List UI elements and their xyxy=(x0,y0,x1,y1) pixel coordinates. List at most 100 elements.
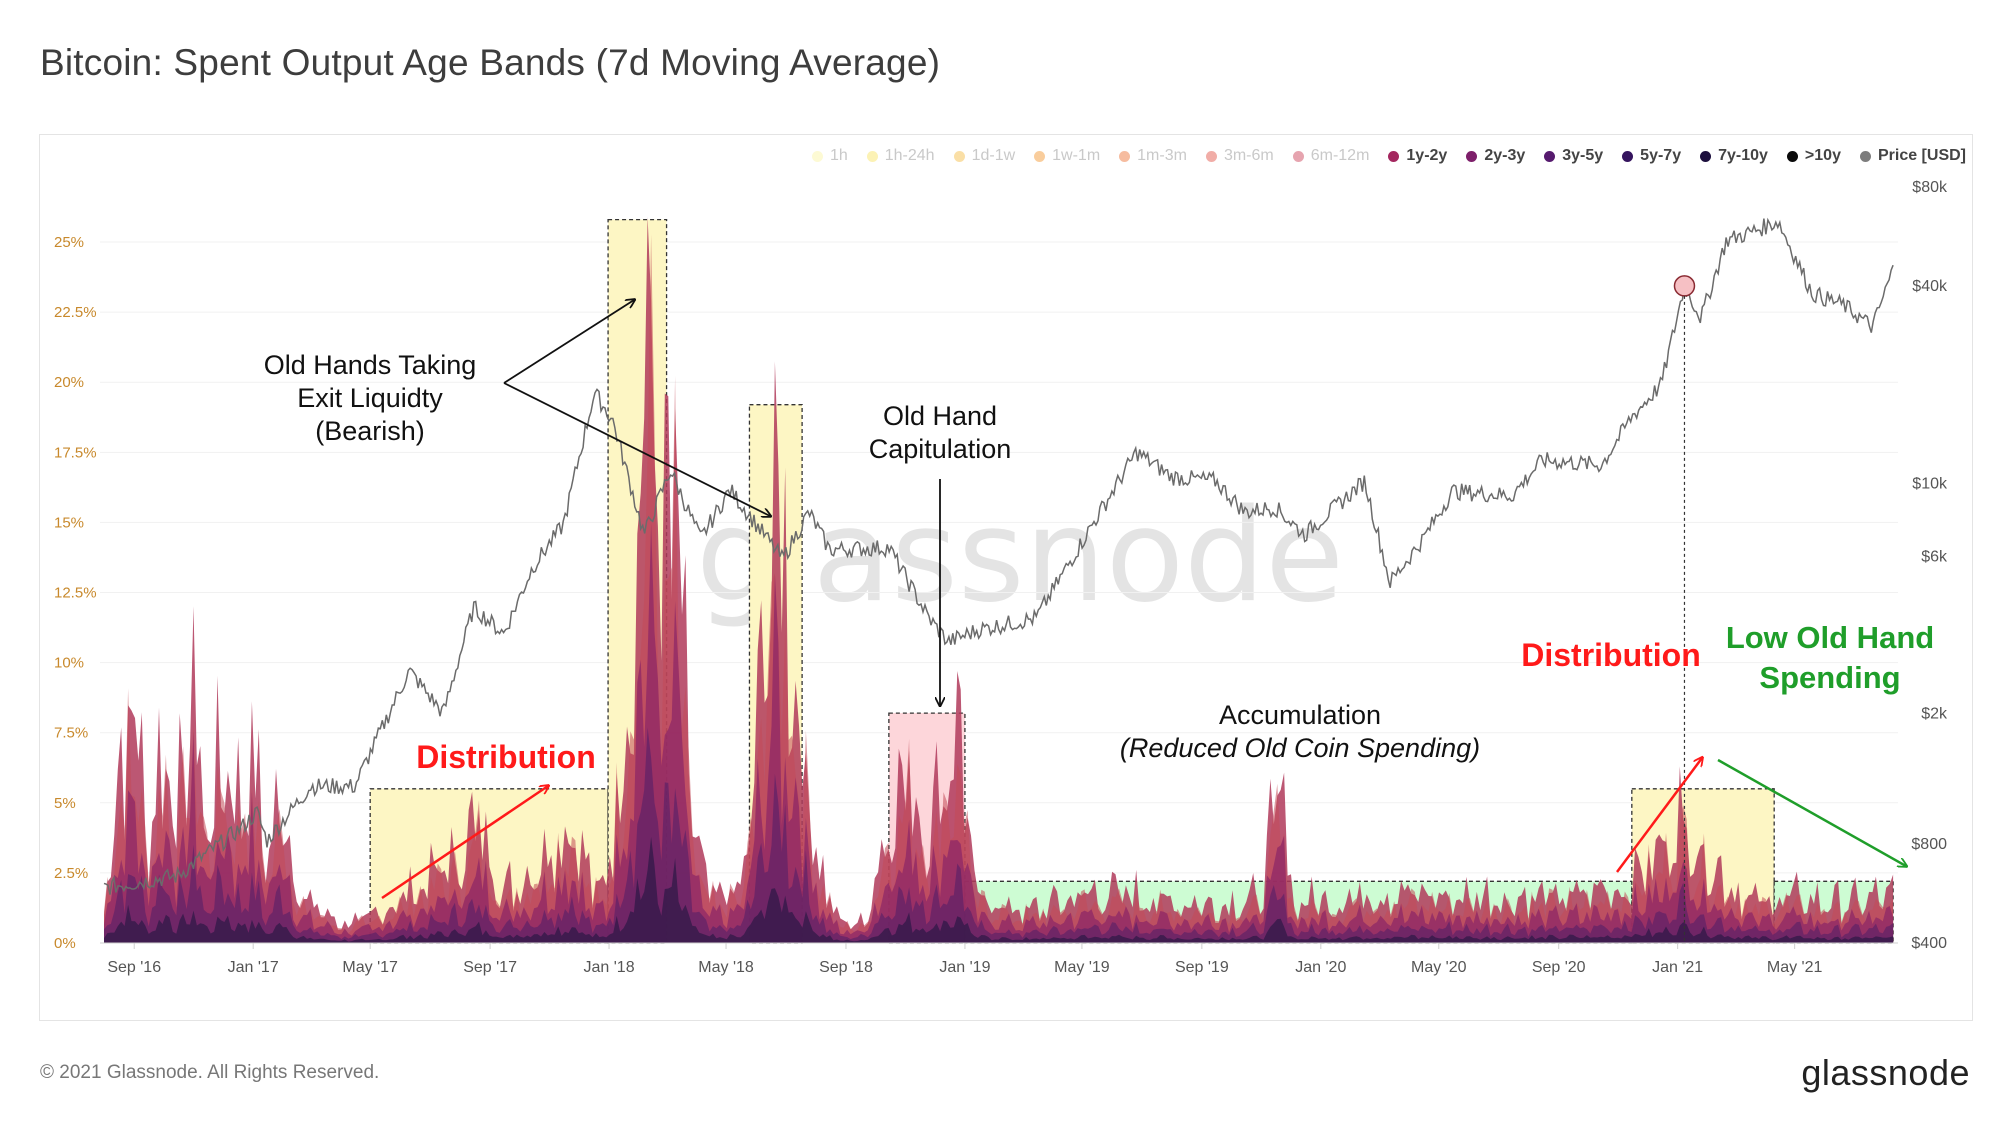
legend-label: 1m-3m xyxy=(1137,147,1187,164)
legend-label: 7y-10y xyxy=(1718,147,1768,164)
legend-label: 3y-5y xyxy=(1562,147,1604,164)
legend-dot-icon xyxy=(811,150,823,162)
x-tick-label: Jan '21 xyxy=(1652,959,1703,976)
annotation-accumulation-sub: (Reduced Old Coin Spending) xyxy=(1120,733,1480,763)
legend-dot-icon xyxy=(1292,150,1304,162)
legend-dot-icon xyxy=(1700,150,1712,162)
legend-item[interactable]: Price [USD] xyxy=(1859,147,1966,165)
legend-dot-icon xyxy=(1388,150,1400,162)
x-tick-label: May '18 xyxy=(698,959,754,976)
y-tick-label: 15% xyxy=(54,514,84,531)
annotation-distribution-2017: Distribution xyxy=(416,739,596,775)
legend-item[interactable]: 1y-2y xyxy=(1388,147,1447,165)
legend-item[interactable]: 1h xyxy=(811,147,848,165)
price-marker xyxy=(1673,275,1696,297)
arrow-old-hands-1 xyxy=(503,300,634,384)
y-tick-label: 25% xyxy=(54,234,84,251)
arrow-low-spending xyxy=(1717,758,1906,866)
y-tick-label: 20% xyxy=(54,374,84,391)
annotation-accumulation: Accumulation xyxy=(1219,700,1381,730)
annotation-old-hands: (Bearish) xyxy=(315,416,425,446)
y2-tick-label: $40k xyxy=(1912,278,1948,295)
legend-dot-icon xyxy=(1544,150,1556,162)
y-tick-label: 17.5% xyxy=(54,444,97,461)
y-tick-label: 2.5% xyxy=(54,865,88,882)
legend-item[interactable]: 1m-3m xyxy=(1119,147,1187,165)
annotation-capitulation: Capitulation xyxy=(869,434,1012,464)
chart-frame xyxy=(39,134,1973,1021)
watermark: glassnode xyxy=(696,482,1344,631)
x-tick-label: Jan '17 xyxy=(228,959,279,976)
x-tick-label: Sep '17 xyxy=(463,959,517,976)
annotation-low-spending: Low Old Hand xyxy=(1726,620,1934,655)
y-tick-label: 7.5% xyxy=(54,725,88,742)
legend-label: 1h-24h xyxy=(884,147,935,164)
old-spend-area xyxy=(104,216,1894,944)
area-layer xyxy=(104,234,1894,943)
legend-item[interactable]: 6m-12m xyxy=(1292,147,1370,165)
x-tick-label: May '20 xyxy=(1411,959,1467,976)
legend-label: 3m-6m xyxy=(1223,147,1274,164)
area-layer xyxy=(104,523,1894,943)
annotation-distribution-2021: Distribution xyxy=(1521,637,1701,673)
legend-item[interactable]: 3m-6m xyxy=(1205,147,1274,165)
legend-label: 2y-3y xyxy=(1484,147,1526,164)
annotation-old-hands: Old Hands Taking xyxy=(264,350,477,380)
legend-dot-icon xyxy=(1859,150,1871,162)
x-tick-label: Sep '18 xyxy=(819,959,873,976)
legend-label: 6m-12m xyxy=(1310,147,1370,164)
axes: 0% 2.5% 5% 7.5% 10% 12.5% 15% 17.5% 20% 22.5% 25% $… xyxy=(54,179,1948,976)
y2-tick-label: $800 xyxy=(1911,836,1947,853)
price-line xyxy=(103,217,1894,943)
x-tick-label: May '19 xyxy=(1054,959,1110,976)
legend-label: 1h xyxy=(829,147,848,164)
legend-dot-icon xyxy=(1205,150,1217,162)
x-tick-label: May '21 xyxy=(1767,959,1823,976)
legend-label: 5y-7y xyxy=(1640,147,1682,164)
legend-item[interactable]: 2y-3y xyxy=(1466,147,1525,165)
legend-dot-icon xyxy=(866,150,878,162)
y2-tick-label: $6k xyxy=(1921,549,1948,566)
chart-legend: 1h 1h-24h 1d-1w 1w-1m 1m-3m 3m-6m 6m-12m 1y-2y 2… xyxy=(793,147,1966,165)
legend-label: 1y-2y xyxy=(1406,147,1448,164)
arrow-distribution-2017 xyxy=(381,786,548,900)
y-tick-label: 5% xyxy=(54,795,76,812)
footer-copyright: © 2021 Glassnode. All Rights Reserved. xyxy=(40,1062,380,1083)
legend-item[interactable]: 1d-1w xyxy=(953,147,1016,165)
legend-item[interactable]: 1w-1m xyxy=(1034,147,1100,165)
legend-label: 1d-1w xyxy=(971,147,1016,164)
legend-dot-icon xyxy=(1119,150,1131,162)
y2-tick-label: $10k xyxy=(1912,476,1948,493)
legend-item[interactable]: 3y-5y xyxy=(1544,147,1603,165)
annotation-capitulation: Old Hand xyxy=(883,401,997,431)
annotation-low-spending: Spending xyxy=(1759,660,1900,695)
arrow-old-hands-2 xyxy=(503,382,770,516)
legend-dot-icon xyxy=(953,150,965,162)
legend-dot-icon xyxy=(1034,150,1046,162)
annotation-old-hands: Exit Liquidty xyxy=(297,383,443,413)
legend-item[interactable]: 7y-10y xyxy=(1700,147,1768,165)
x-tick-label: Jan '20 xyxy=(1295,959,1346,976)
legend-item[interactable]: 5y-7y xyxy=(1622,147,1681,165)
footer-logo: glassnode xyxy=(1801,1052,1970,1093)
legend-dot-icon xyxy=(1786,150,1798,162)
area-layer xyxy=(104,836,1894,943)
legend-dot-icon xyxy=(1622,150,1634,162)
y-tick-label: 12.5% xyxy=(54,585,97,602)
legend-dot-icon xyxy=(1466,150,1478,162)
x-tick-label: May '17 xyxy=(342,959,398,976)
legend-label: 1w-1m xyxy=(1052,147,1101,164)
x-tick-label: Sep '16 xyxy=(107,959,161,976)
arrow-distribution-2021 xyxy=(1615,758,1702,873)
y2-tick-label: $2k xyxy=(1921,705,1948,722)
y2-tick-label: $400 xyxy=(1911,935,1947,952)
legend-label: >10y xyxy=(1804,147,1841,164)
legend-item[interactable]: 1h-24h xyxy=(866,147,935,165)
legend-label: Price [USD] xyxy=(1877,147,1966,164)
area-layer xyxy=(104,727,1894,943)
legend-item[interactable]: >10y xyxy=(1786,147,1841,165)
x-tick-label: Jan '19 xyxy=(939,959,990,976)
price-series-line xyxy=(103,217,1894,895)
